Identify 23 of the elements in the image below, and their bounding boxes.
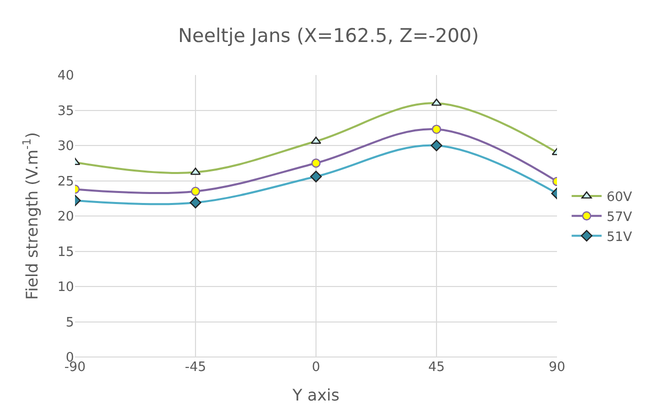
y-tick-label: 40 — [57, 68, 74, 84]
x-tick-label: 0 — [312, 360, 320, 375]
point — [430, 140, 442, 152]
y-tick-label: 5 — [66, 315, 74, 330]
point — [311, 158, 321, 168]
y-tick-label: 15 — [57, 244, 74, 260]
y-tick-label: 25 — [57, 174, 74, 190]
y-tick-label: 30 — [57, 139, 74, 154]
x-tick-label: 45 — [428, 360, 445, 375]
point — [310, 170, 322, 182]
point — [190, 196, 202, 208]
y-tick-label: 10 — [57, 280, 74, 296]
legend-label: 60V — [606, 190, 632, 206]
legend-label: 51V — [606, 230, 632, 245]
point — [432, 124, 442, 134]
x-axis-title: Y axis — [292, 386, 340, 405]
x-tick-label: -45 — [184, 360, 206, 375]
x-tick-label: 90 — [548, 360, 566, 375]
legend-label: 57V — [606, 210, 632, 225]
chart-title: Neeltje Jans (X=162.5, Z=-200) — [178, 25, 479, 48]
y-tick-label: 35 — [57, 104, 74, 119]
y-tick-label: 20 — [57, 210, 74, 225]
point — [190, 186, 200, 196]
